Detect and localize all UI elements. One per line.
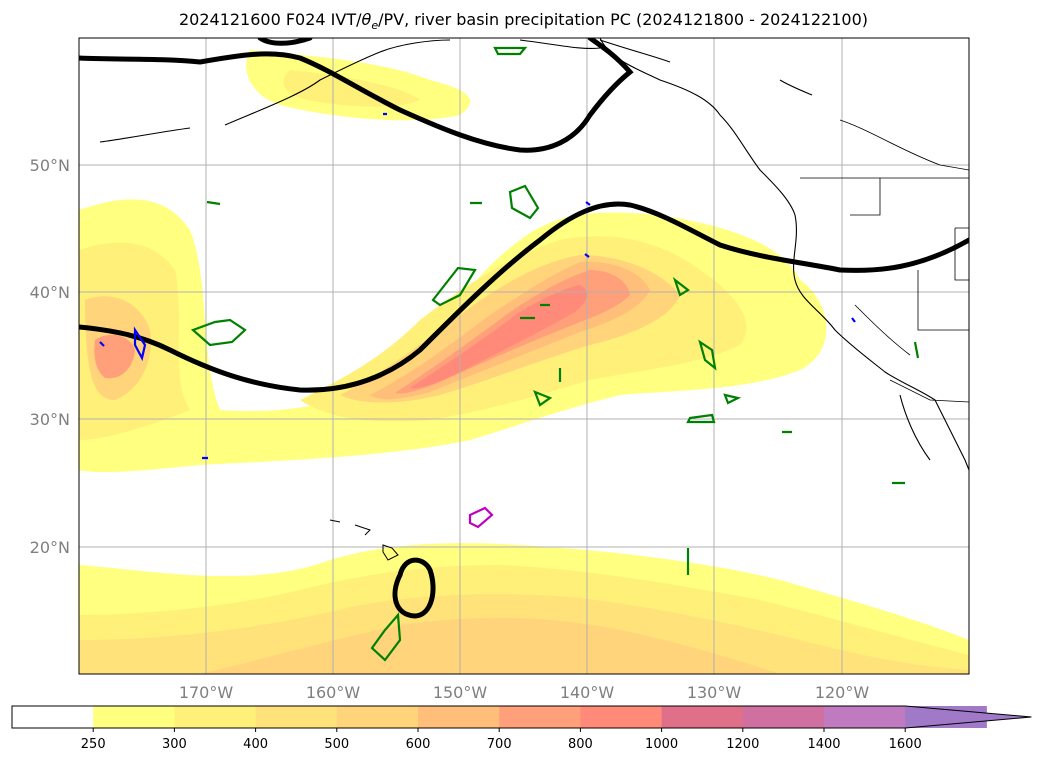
colorbar-segment <box>93 706 175 728</box>
political-borders <box>800 119 969 403</box>
colorbar-segment <box>661 706 744 728</box>
colorbar-labels: 250 300 400 500 600 700 800 1000 1200 1400 1600 <box>81 728 922 752</box>
lat-label-40n: 40°N <box>30 283 70 302</box>
coastline-north-america <box>99 38 969 471</box>
colorbar-segment <box>418 706 500 728</box>
ivt-ar-l6 <box>410 285 587 389</box>
colorbar-segment <box>336 706 419 728</box>
pv-contours-magenta <box>468 506 494 529</box>
colorbar-tick-label: 250 <box>81 737 106 752</box>
lon-label-170w: 170°W <box>179 683 234 702</box>
colorbar-segment <box>174 706 257 728</box>
ivt-band-north-inner <box>283 70 420 107</box>
colorbar-tick-label: 500 <box>324 737 349 752</box>
colorbar-tick-label: 700 <box>487 737 512 752</box>
colorbar-segment <box>12 706 94 728</box>
colorbar-segment <box>824 706 906 728</box>
ivt-fill-layer <box>79 38 969 674</box>
lat-label-20n: 20°N <box>30 538 70 557</box>
ivt-band-south-l4 <box>200 617 780 674</box>
colorbar-segment <box>499 706 581 728</box>
colorbar-tick-label: 1000 <box>645 737 678 752</box>
lon-label-140w: 140°W <box>560 683 615 702</box>
lat-label-30n: 30°N <box>30 410 70 429</box>
colorbar-tick-label: 300 <box>162 737 187 752</box>
colorbar-tick-label: 400 <box>243 737 268 752</box>
colorbar-outline <box>11 705 1032 729</box>
lat-labels: 50°N 40°N 30°N 20°N <box>30 156 70 557</box>
colorbar-tick-label: 800 <box>568 737 593 752</box>
lon-label-160w: 160°W <box>306 683 361 702</box>
colorbar <box>11 705 1032 729</box>
colorbar-segment <box>255 706 338 728</box>
lat-label-50n: 50°N <box>30 156 70 175</box>
hawaii-islands <box>329 519 399 561</box>
pv-contours-green <box>190 46 920 662</box>
lon-label-120w: 120°W <box>815 683 870 702</box>
colorbar-segment <box>742 706 825 728</box>
colorbar-tick-label: 1400 <box>807 737 840 752</box>
lon-label-130w: 130°W <box>687 683 742 702</box>
map-title: 2024121600 F024 IVT/θe/PV, river basin p… <box>178 10 869 33</box>
colorbar-segment <box>580 706 663 728</box>
colorbar-extend-arrow <box>905 706 1032 728</box>
ivt-west-blob-l4 <box>94 334 135 379</box>
pv-contours-blue <box>99 112 856 460</box>
lon-labels: 170°W 160°W 150°W 140°W 130°W 120°W <box>179 683 870 702</box>
lon-label-150w: 150°W <box>433 683 488 702</box>
colorbar-tick-label: 1200 <box>726 737 759 752</box>
colorbar-tick-label: 600 <box>406 737 431 752</box>
graticule <box>79 38 969 674</box>
colorbar-tick-label: 1600 <box>889 737 922 752</box>
theta-e-contours <box>79 38 969 619</box>
map-frame <box>78 37 970 675</box>
